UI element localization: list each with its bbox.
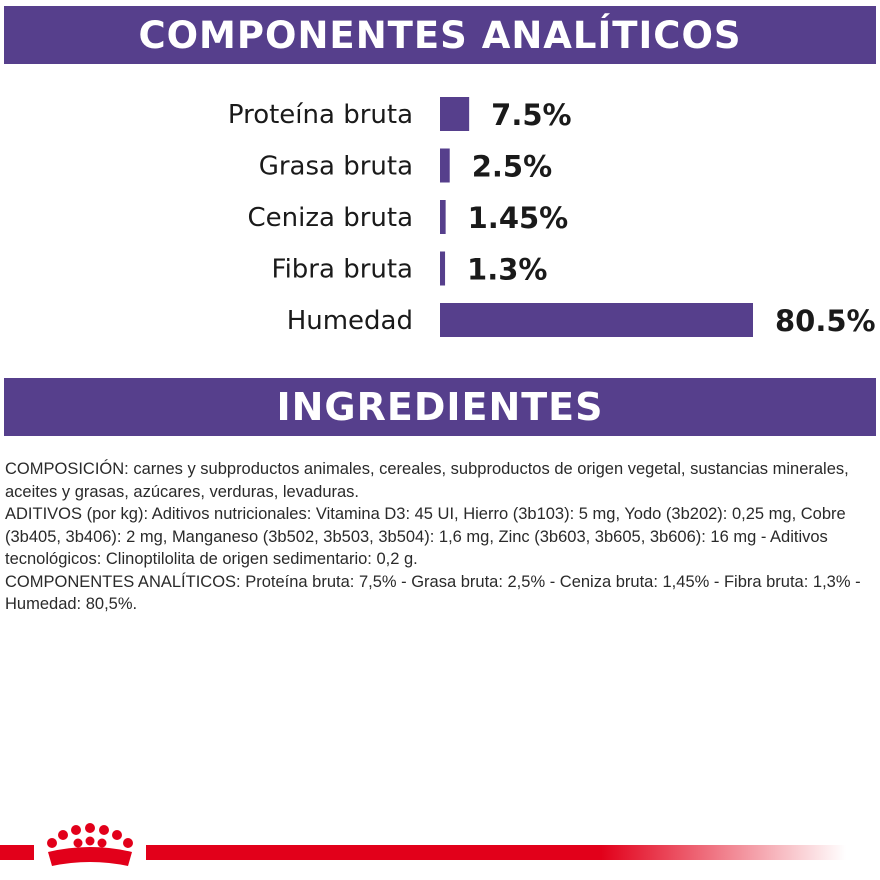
analytic-components-chart: Proteína bruta 7.5% Grasa bruta 2.5% Ceniza … (228, 97, 876, 338)
royal-crown-icon (47, 823, 133, 866)
ingredients-text-block: COMPOSICIÓN: carnes y subproductos anima… (5, 458, 873, 616)
footer-red-line-left (0, 845, 34, 860)
bar (440, 97, 470, 131)
category-label: Grasa bruta (259, 152, 413, 182)
analytic-components-paragraph: COMPONENTES ANALÍTICOS: Proteína bruta: … (5, 572, 861, 614)
category-label: Fibra bruta (272, 255, 413, 285)
bar (440, 303, 753, 337)
ingredients-title: INGREDIENTES (276, 385, 604, 429)
category-label: Proteína bruta (228, 100, 413, 130)
value-label: 1.45% (468, 201, 569, 235)
bar (440, 251, 446, 286)
brand-footer (0, 820, 880, 870)
ingredients-banner: INGREDIENTES (4, 378, 876, 436)
category-label: Humedad (287, 306, 413, 336)
composition-paragraph: COMPOSICIÓN: carnes y subproductos anima… (5, 460, 849, 501)
value-label: 7.5% (491, 98, 571, 132)
value-label: 80.5% (775, 304, 876, 338)
value-label: 2.5% (472, 150, 552, 184)
category-label: Ceniza bruta (248, 203, 414, 233)
analytic-components-title: COMPONENTES ANALÍTICOS (138, 13, 742, 57)
bar (440, 200, 446, 234)
bar (440, 148, 450, 183)
analytic-components-banner: COMPONENTES ANALÍTICOS (4, 6, 876, 64)
additives-paragraph: ADITIVOS (por kg): Aditivos nutricionale… (5, 505, 846, 568)
value-label: 1.3% (467, 253, 547, 287)
footer-red-line (146, 845, 846, 860)
